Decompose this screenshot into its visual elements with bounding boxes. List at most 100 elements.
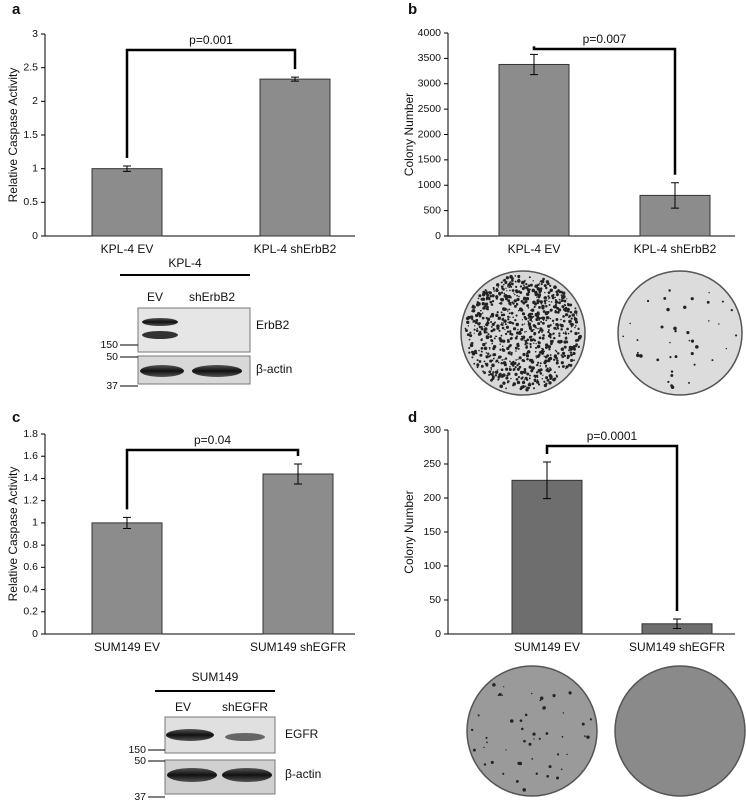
- colony: [548, 356, 553, 361]
- colony: [546, 299, 548, 302]
- culture-plate: [617, 270, 743, 396]
- colony: [531, 320, 533, 323]
- lane-label: EV: [147, 290, 163, 304]
- colony: [498, 336, 502, 341]
- colony: [490, 339, 493, 342]
- colony: [505, 367, 509, 371]
- colony: [518, 356, 522, 360]
- colony: [548, 381, 552, 385]
- colony: [546, 316, 550, 320]
- colony: [536, 299, 540, 303]
- colony: [622, 335, 625, 338]
- colony: [533, 324, 537, 328]
- colony: [535, 313, 537, 316]
- colony: [503, 292, 506, 295]
- colony: [497, 369, 499, 371]
- colony: [533, 328, 535, 331]
- colony: [690, 339, 695, 343]
- colony: [539, 365, 542, 367]
- colony: [516, 367, 520, 371]
- colony: [497, 318, 500, 320]
- colony: [551, 319, 555, 323]
- colony: [509, 281, 512, 284]
- colony: [473, 350, 477, 355]
- colony: [574, 324, 577, 327]
- colony: [540, 320, 543, 323]
- colony: [534, 290, 538, 295]
- colony: [486, 741, 488, 744]
- colony: [539, 362, 542, 365]
- colony: [577, 327, 580, 331]
- colony: [488, 291, 492, 295]
- colony: [542, 277, 545, 281]
- colony: [556, 753, 560, 756]
- colony: [575, 343, 578, 347]
- colony: [540, 283, 543, 286]
- colony: [556, 776, 560, 780]
- colony: [483, 346, 488, 351]
- colony: [482, 370, 484, 373]
- colony: [566, 309, 570, 313]
- colony: [514, 289, 519, 293]
- colony: [573, 347, 576, 351]
- y-tick-label: 1500: [418, 154, 442, 166]
- colony: [567, 332, 570, 335]
- colony: [501, 287, 504, 290]
- colony: [542, 310, 546, 313]
- colony: [489, 300, 493, 304]
- colony: [471, 356, 474, 359]
- colony: [543, 284, 547, 288]
- colony: [497, 286, 499, 288]
- significance-bracket: [545, 444, 679, 612]
- colony: [505, 276, 510, 280]
- colony: [545, 368, 549, 372]
- western-blot: SUM149 EV shEGFR EGFR β-actin 150 50 37: [128, 670, 321, 802]
- colony: [500, 334, 503, 337]
- x-tick-label: KPL-4 EV: [508, 242, 561, 256]
- colony: [512, 384, 515, 387]
- colony: [561, 365, 565, 368]
- colony: [490, 325, 493, 328]
- colony: [519, 285, 522, 288]
- colony: [497, 357, 499, 359]
- colony: [469, 343, 474, 348]
- x-tick-label: KPL-4 shErbB2: [254, 242, 337, 256]
- annotation: p=0.007: [583, 32, 627, 46]
- colony: [507, 299, 511, 303]
- colony: [500, 368, 504, 372]
- colony: [492, 683, 496, 687]
- colony: [521, 380, 526, 385]
- colony: [507, 345, 511, 348]
- colony: [561, 355, 565, 359]
- colony: [543, 299, 547, 303]
- colony: [498, 292, 502, 296]
- colony: [554, 349, 557, 352]
- y-tick-label: 1.2: [23, 494, 38, 506]
- band: [166, 729, 214, 741]
- colony: [558, 290, 562, 294]
- colony: [668, 289, 671, 292]
- y-tick-label: 3: [32, 28, 38, 40]
- y-tick-label: 0.6: [23, 561, 38, 573]
- colony: [489, 315, 492, 318]
- colony: [555, 318, 559, 321]
- colony: [503, 686, 505, 688]
- colony: [525, 354, 530, 358]
- y-tick-label: 1.6: [23, 450, 38, 462]
- colony: [481, 350, 483, 353]
- colony: [711, 359, 714, 362]
- colony: [510, 276, 514, 280]
- colony: [539, 372, 543, 375]
- colony: [553, 354, 557, 358]
- colony: [524, 317, 528, 321]
- colony: [514, 372, 518, 376]
- colony: [490, 760, 494, 764]
- colony: [532, 300, 536, 305]
- colony: [485, 355, 489, 359]
- colony: [636, 351, 639, 354]
- colony: [527, 317, 530, 319]
- colony: [536, 315, 540, 319]
- colony: [499, 343, 501, 345]
- colony: [525, 330, 527, 333]
- colony: [525, 387, 529, 392]
